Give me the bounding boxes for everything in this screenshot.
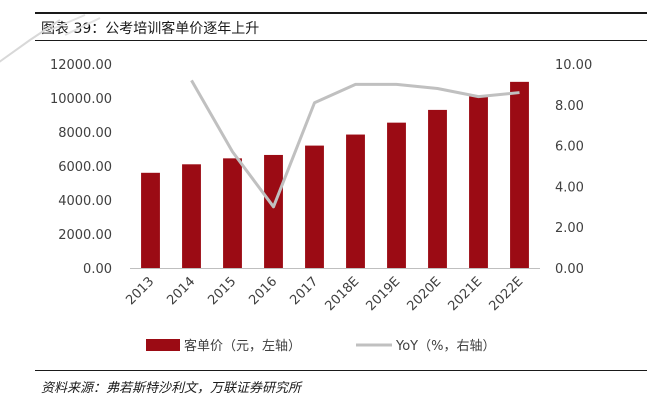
source-note: 资料来源：弗若斯特沙利文，万联证券研究所 (41, 381, 302, 396)
x-tick-label: 2013 (123, 274, 157, 308)
bar (346, 134, 365, 268)
bar (428, 109, 447, 269)
bar (387, 122, 406, 269)
y-left-tick-label: 8000.00 (58, 126, 112, 141)
legend-bar-label: 客单价（元，左轴） (184, 338, 301, 354)
legend-line-label: YoY（%，右轴） (395, 339, 495, 354)
bar (141, 172, 160, 268)
y-right-tick-label: 0.00 (555, 262, 584, 277)
x-tick-label: 2017 (287, 274, 321, 308)
x-tick-label: 2021E (446, 274, 486, 314)
x-tick-label: 2022E (487, 274, 527, 314)
x-tick-label: 2020E (405, 274, 445, 314)
y-right-tick-label: 6.00 (555, 140, 584, 155)
bar (305, 145, 324, 268)
y-left-tick-label: 2000.00 (58, 228, 112, 243)
x-tick-label: 2016 (246, 274, 280, 308)
y-left-tick-label: 6000.00 (58, 160, 112, 175)
y-left-tick-label: 0.00 (83, 262, 112, 277)
bar (469, 96, 488, 268)
bar (223, 158, 242, 268)
legend-bar-swatch (146, 339, 180, 351)
y-left-tick-label: 10000.00 (50, 92, 112, 107)
x-tick-label: 2018E (323, 274, 363, 314)
x-tick-label: 2015 (205, 274, 239, 308)
x-tick-label: 2019E (364, 274, 404, 314)
bar (510, 81, 529, 268)
y-right-tick-label: 4.00 (555, 180, 584, 195)
x-tick-label: 2014 (164, 274, 198, 308)
source-bar: 资料来源：弗若斯特沙利文，万联证券研究所 (35, 370, 647, 401)
y-right-tick-label: 2.00 (555, 221, 584, 236)
bar (264, 154, 283, 268)
bar (182, 164, 201, 268)
y-right-tick-label: 10.00 (555, 58, 592, 73)
y-left-tick-label: 4000.00 (58, 194, 112, 209)
y-left-tick-label: 12000.00 (50, 58, 112, 73)
y-right-tick-label: 8.00 (555, 99, 584, 114)
